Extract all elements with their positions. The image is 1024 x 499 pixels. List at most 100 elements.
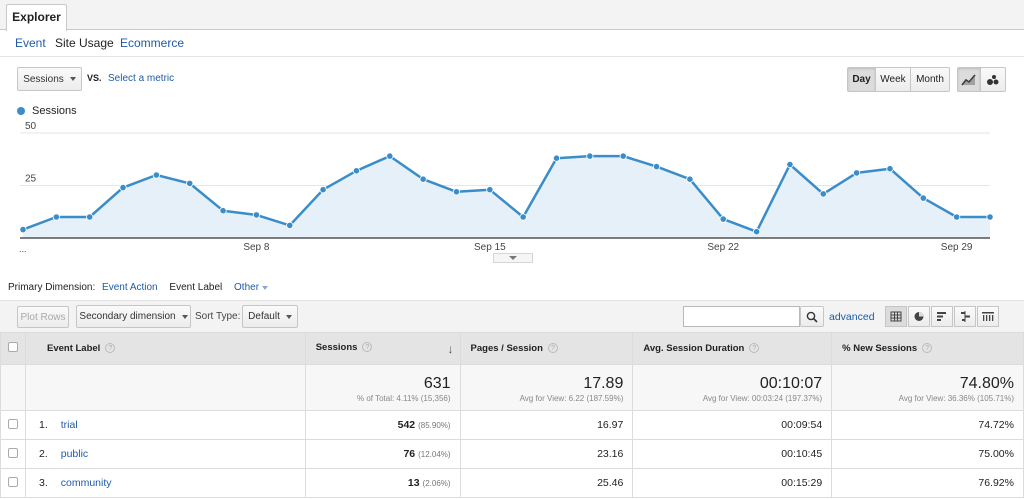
chevron-down-icon — [69, 77, 76, 81]
row-sessions: 542 (85.90%) — [304, 410, 461, 440]
subtab-event[interactable]: Event — [15, 36, 46, 50]
data-point — [286, 221, 294, 230]
table-toolbar: Plot Rows Secondary dimension Sort Type:… — [0, 300, 1024, 332]
dimension-event-label[interactable]: Event Label — [169, 282, 223, 293]
legend-dot-icon — [17, 107, 25, 115]
header-new-sessions-text: % New Sessions — [842, 343, 918, 354]
row-checkbox[interactable] — [0, 468, 26, 498]
row-duration: 00:10:45 — [632, 439, 833, 469]
data-point — [252, 211, 261, 219]
total-sub: Avg for View: 00:03:24 (197.37%) — [702, 394, 823, 403]
advanced-filter-link[interactable]: advanced — [829, 311, 875, 323]
dimension-event-action[interactable]: Event Action — [102, 282, 158, 293]
chevron-down-icon — [509, 256, 517, 260]
x-tick-label: Sep 29 — [941, 242, 973, 253]
subtab-bar: Event Site Usage Ecommerce — [0, 30, 1024, 57]
row-sessions-pct: (2.06%) — [422, 479, 451, 488]
data-point — [152, 171, 160, 179]
tab-explorer[interactable]: Explorer — [6, 4, 67, 31]
data-point — [953, 213, 961, 221]
data-point — [419, 175, 427, 183]
row-number: 2. — [38, 448, 48, 460]
data-point — [186, 179, 194, 188]
data-point — [652, 162, 661, 171]
table-row: 3. community 13 (2.06%) 25.46 00:15:29 76… — [0, 468, 1024, 498]
row-sessions-value: 13 — [407, 477, 420, 489]
data-point — [119, 184, 127, 192]
motion-chart-icon[interactable] — [980, 67, 1006, 92]
row-new-sessions: 74.72% — [831, 410, 1024, 440]
series-area — [23, 156, 990, 238]
x-start-label: ... — [19, 244, 27, 254]
header-sessions[interactable]: Sessions? ↓ — [304, 332, 461, 365]
data-point — [619, 152, 627, 160]
row-duration: 00:09:54 — [632, 410, 833, 440]
help-icon[interactable]: ? — [922, 343, 933, 354]
chevron-down-icon — [181, 314, 188, 319]
header-event-label[interactable]: Event Label? — [24, 332, 306, 365]
total-value: 17.89 — [583, 375, 624, 392]
checkbox — [7, 418, 18, 429]
performance-view-icon[interactable] — [931, 306, 953, 327]
data-point — [519, 213, 527, 221]
row-sessions-value: 76 — [403, 448, 416, 460]
dimension-other[interactable]: Other — [234, 282, 260, 293]
plot-rows-button[interactable]: Plot Rows — [17, 306, 69, 328]
table-header-row: Event Label? Sessions? ↓ Pages / Session… — [0, 332, 1024, 365]
checkbox — [8, 342, 18, 352]
row-label-link[interactable]: trial — [60, 419, 78, 431]
row-label-cell: 1. trial — [24, 410, 306, 440]
line-chart-icon[interactable] — [957, 67, 981, 92]
row-sessions: 76 (12.04%) — [304, 439, 461, 469]
period-day-button[interactable]: Day — [847, 67, 876, 92]
data-point — [52, 213, 60, 221]
sort-type-select[interactable]: Default — [242, 305, 298, 328]
row-sessions-value: 542 — [397, 419, 416, 431]
help-icon[interactable]: ? — [362, 341, 373, 352]
table-row: 2. public 76 (12.04%) 23.16 00:10:45 75.0… — [0, 439, 1024, 469]
row-label-link[interactable]: community — [60, 477, 112, 489]
subtab-site-usage[interactable]: Site Usage — [55, 36, 114, 50]
period-month-button[interactable]: Month — [910, 67, 950, 92]
help-icon[interactable]: ? — [749, 343, 760, 354]
header-avg-session-duration-text: Avg. Session Duration — [643, 343, 745, 354]
row-checkbox[interactable] — [0, 410, 26, 440]
row-number: 1. — [38, 419, 48, 431]
comparison-view-icon[interactable] — [954, 306, 976, 327]
sort-type-label: Sort Type: — [195, 311, 241, 322]
data-point — [219, 207, 227, 215]
help-icon[interactable]: ? — [547, 343, 558, 354]
row-label-link[interactable]: public — [60, 448, 89, 460]
data-point — [819, 190, 827, 198]
collapse-chart-handle[interactable] — [493, 253, 533, 263]
period-week-button[interactable]: Week — [875, 67, 911, 92]
sort-descending-icon[interactable]: ↓ — [447, 341, 454, 356]
total-new-sessions: 74.80% Avg for View: 36.36% (105.71%) — [831, 364, 1024, 411]
legend-series-label: Sessions — [32, 105, 77, 117]
help-icon[interactable]: ? — [105, 343, 116, 354]
table-view-icon[interactable] — [885, 306, 907, 327]
row-number: 3. — [38, 477, 48, 489]
data-point — [386, 152, 394, 160]
data-point — [552, 154, 561, 162]
table-search-input[interactable] — [683, 306, 800, 327]
header-avg-session-duration[interactable]: Avg. Session Duration? — [632, 332, 833, 365]
search-icon[interactable] — [800, 306, 824, 327]
subtab-ecommerce[interactable]: Ecommerce — [120, 36, 185, 50]
pie-view-icon[interactable] — [908, 306, 930, 327]
total-sub: Avg for View: 36.36% (105.71%) — [898, 394, 1014, 403]
select-all-checkbox[interactable] — [0, 332, 26, 365]
secondary-dimension-select[interactable]: Secondary dimension — [76, 305, 191, 328]
data-point — [886, 165, 894, 173]
select-metric-link[interactable]: Select a metric — [108, 73, 175, 84]
tab-bar — [0, 0, 1024, 30]
row-label-cell: 2. public — [24, 439, 306, 469]
table-row: 1. trial 542 (85.90%) 16.97 00:09:54 74.7… — [0, 410, 1024, 440]
pivot-view-icon[interactable] — [977, 306, 999, 327]
metric-select[interactable]: Sessions — [17, 67, 82, 91]
header-new-sessions[interactable]: % New Sessions? — [831, 332, 1024, 365]
checkbox — [7, 476, 18, 487]
row-checkbox[interactable] — [0, 439, 26, 469]
header-pages-session[interactable]: Pages / Session? — [459, 332, 634, 365]
data-point — [752, 228, 761, 236]
